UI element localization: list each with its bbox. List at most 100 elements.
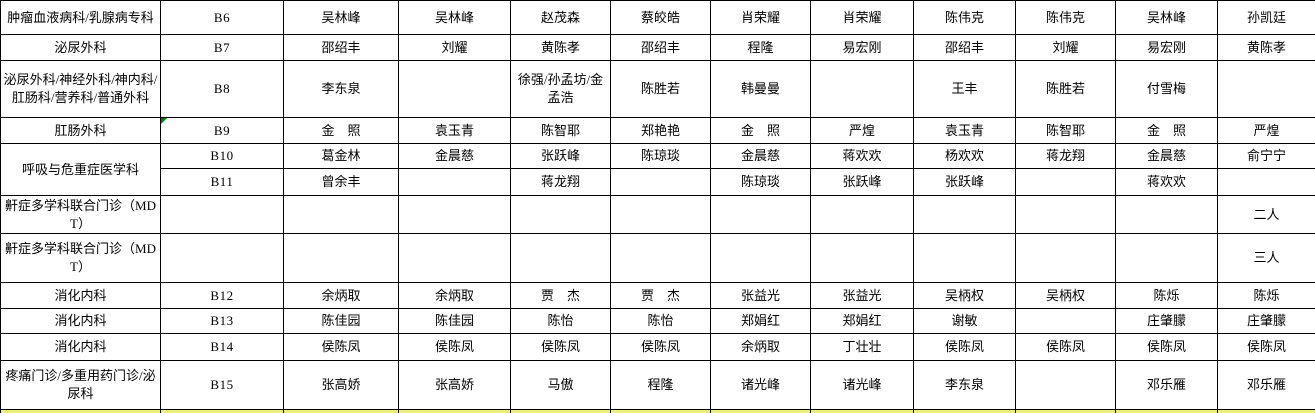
doctor-cell[interactable] (610, 168, 711, 196)
doctor-cell[interactable] (913, 233, 1016, 283)
doctor-cell[interactable]: 严煌 (1217, 117, 1315, 144)
department-cell[interactable]: 呼吸与危重症医学科 (0, 143, 161, 196)
doctor-cell[interactable]: 陈琼琰 (710, 168, 811, 196)
room-cell[interactable]: B15 (160, 360, 284, 410)
doctor-cell[interactable]: 袁玉青 (913, 117, 1016, 144)
room-cell[interactable]: B13 (160, 308, 284, 334)
department-cell[interactable]: 泌尿外科 (0, 34, 161, 61)
doctor-cell[interactable]: 诸光峰 (810, 360, 914, 410)
doctor-cell[interactable]: 吴林峰 (398, 0, 511, 35)
doctor-cell[interactable]: 金晨慈 (398, 143, 511, 169)
doctor-cell[interactable]: 余炳取 (283, 282, 399, 309)
doctor-cell[interactable]: 三人 (1217, 233, 1315, 283)
doctor-cell[interactable] (283, 195, 399, 234)
doctor-cell[interactable]: 二人 (1217, 195, 1315, 234)
doctor-cell[interactable]: 庄肇朦 (1217, 308, 1315, 334)
doctor-cell[interactable] (398, 233, 511, 283)
doctor-cell[interactable]: 金 照 (283, 117, 399, 144)
doctor-cell[interactable]: 吴柄权 (913, 282, 1016, 309)
doctor-cell[interactable]: 余炳取 (398, 282, 511, 309)
doctor-cell[interactable]: 孙凯廷 (1217, 0, 1315, 35)
doctor-cell[interactable]: 侯陈凤 (913, 333, 1016, 361)
department-cell[interactable]: 消化内科 (0, 308, 161, 334)
room-cell[interactable]: B12 (160, 282, 284, 309)
department-cell[interactable]: 鼾症多学科联合门诊（MDT） (0, 195, 161, 234)
doctor-cell[interactable] (1115, 233, 1218, 283)
doctor-cell[interactable] (1217, 168, 1315, 196)
doctor-cell[interactable]: 邵绍丰 (610, 34, 711, 61)
department-cell[interactable]: 消化内科 (0, 282, 161, 309)
doctor-cell[interactable]: 肖荣耀 (710, 0, 811, 35)
department-cell[interactable]: 消化内科 (0, 333, 161, 361)
doctor-cell[interactable]: 张高娇 (283, 360, 399, 410)
doctor-cell[interactable]: 陈伟克 (913, 0, 1016, 35)
doctor-cell[interactable]: 侯陈凤 (510, 333, 611, 361)
doctor-cell[interactable]: 付雪梅 (1115, 60, 1218, 118)
doctor-cell[interactable]: 严煌 (810, 117, 914, 144)
doctor-cell[interactable]: 蒋龙翔 (510, 168, 611, 196)
doctor-cell[interactable]: 金晨慈 (710, 143, 811, 169)
doctor-cell[interactable]: 马傲 (510, 360, 611, 410)
doctor-cell[interactable]: 侯陈凤 (1217, 333, 1315, 361)
doctor-cell[interactable]: 郑娟红 (710, 308, 811, 334)
doctor-cell[interactable]: 金晨慈 (1115, 143, 1218, 169)
doctor-cell[interactable] (510, 233, 611, 283)
doctor-cell[interactable]: 李东泉 (283, 60, 399, 118)
doctor-cell[interactable] (1015, 168, 1116, 196)
doctor-cell[interactable]: 丁壮壮 (810, 333, 914, 361)
doctor-cell[interactable]: 黄陈孝 (1217, 34, 1315, 61)
doctor-cell[interactable] (810, 195, 914, 234)
doctor-cell[interactable] (610, 233, 711, 283)
doctor-cell[interactable]: 陈伟克 (1015, 0, 1116, 35)
doctor-cell[interactable] (1015, 195, 1116, 234)
doctor-cell[interactable]: 郑艳艳 (610, 117, 711, 144)
doctor-cell[interactable]: 诸光峰 (710, 360, 811, 410)
room-cell[interactable]: B10 (160, 143, 284, 169)
doctor-cell[interactable] (283, 233, 399, 283)
doctor-cell[interactable]: 侯陈凤 (283, 333, 399, 361)
doctor-cell[interactable]: 韩曼曼 (710, 60, 811, 118)
doctor-cell[interactable]: 张跃峰 (510, 143, 611, 169)
doctor-cell[interactable]: 金 照 (1115, 117, 1218, 144)
doctor-cell[interactable]: 侯陈凤 (398, 333, 511, 361)
doctor-cell[interactable]: 程隆 (610, 360, 711, 410)
doctor-cell[interactable] (398, 195, 511, 234)
department-cell[interactable]: 肿瘤血液病科/乳腺病专科 (0, 0, 161, 35)
doctor-cell[interactable] (710, 233, 811, 283)
doctor-cell[interactable] (1115, 195, 1218, 234)
department-cell[interactable]: 肛肠外科 (0, 117, 161, 144)
doctor-cell[interactable]: 陈胜若 (1015, 60, 1116, 118)
doctor-cell[interactable] (710, 195, 811, 234)
doctor-cell[interactable]: 张益光 (810, 282, 914, 309)
doctor-cell[interactable]: 葛金林 (283, 143, 399, 169)
doctor-cell[interactable]: 张跃峰 (913, 168, 1016, 196)
doctor-cell[interactable]: 邵绍丰 (283, 34, 399, 61)
doctor-cell[interactable]: 蔡皎皓 (610, 0, 711, 35)
doctor-cell[interactable]: 易宏刚 (810, 34, 914, 61)
doctor-cell[interactable] (1015, 308, 1116, 334)
doctor-cell[interactable]: 陈智耶 (1015, 117, 1116, 144)
doctor-cell[interactable]: 张益光 (710, 282, 811, 309)
doctor-cell[interactable] (1015, 360, 1116, 410)
doctor-cell[interactable]: 张跃峰 (810, 168, 914, 196)
doctor-cell[interactable]: 侯陈凤 (1115, 333, 1218, 361)
doctor-cell[interactable]: 蒋欢欢 (810, 143, 914, 169)
room-cell[interactable]: B14 (160, 333, 284, 361)
doctor-cell[interactable]: 徐强/孙孟坊/金孟浩 (510, 60, 611, 118)
department-cell[interactable]: 鼾症多学科联合门诊（MDT） (0, 233, 161, 283)
room-cell[interactable]: B8 (160, 60, 284, 118)
doctor-cell[interactable]: 贾 杰 (610, 282, 711, 309)
doctor-cell[interactable]: 侯陈凤 (610, 333, 711, 361)
doctor-cell[interactable]: 杨欢欢 (913, 143, 1016, 169)
doctor-cell[interactable] (398, 60, 511, 118)
doctor-cell[interactable]: 张高娇 (398, 360, 511, 410)
doctor-cell[interactable] (810, 60, 914, 118)
doctor-cell[interactable] (810, 233, 914, 283)
doctor-cell[interactable]: 邓乐雁 (1115, 360, 1218, 410)
room-cell[interactable] (160, 233, 284, 283)
doctor-cell[interactable]: 黄陈孝 (510, 34, 611, 61)
room-cell[interactable]: B7 (160, 34, 284, 61)
doctor-cell[interactable]: 肖荣耀 (810, 0, 914, 35)
doctor-cell[interactable]: 程隆 (710, 34, 811, 61)
doctor-cell[interactable]: 王丰 (913, 60, 1016, 118)
